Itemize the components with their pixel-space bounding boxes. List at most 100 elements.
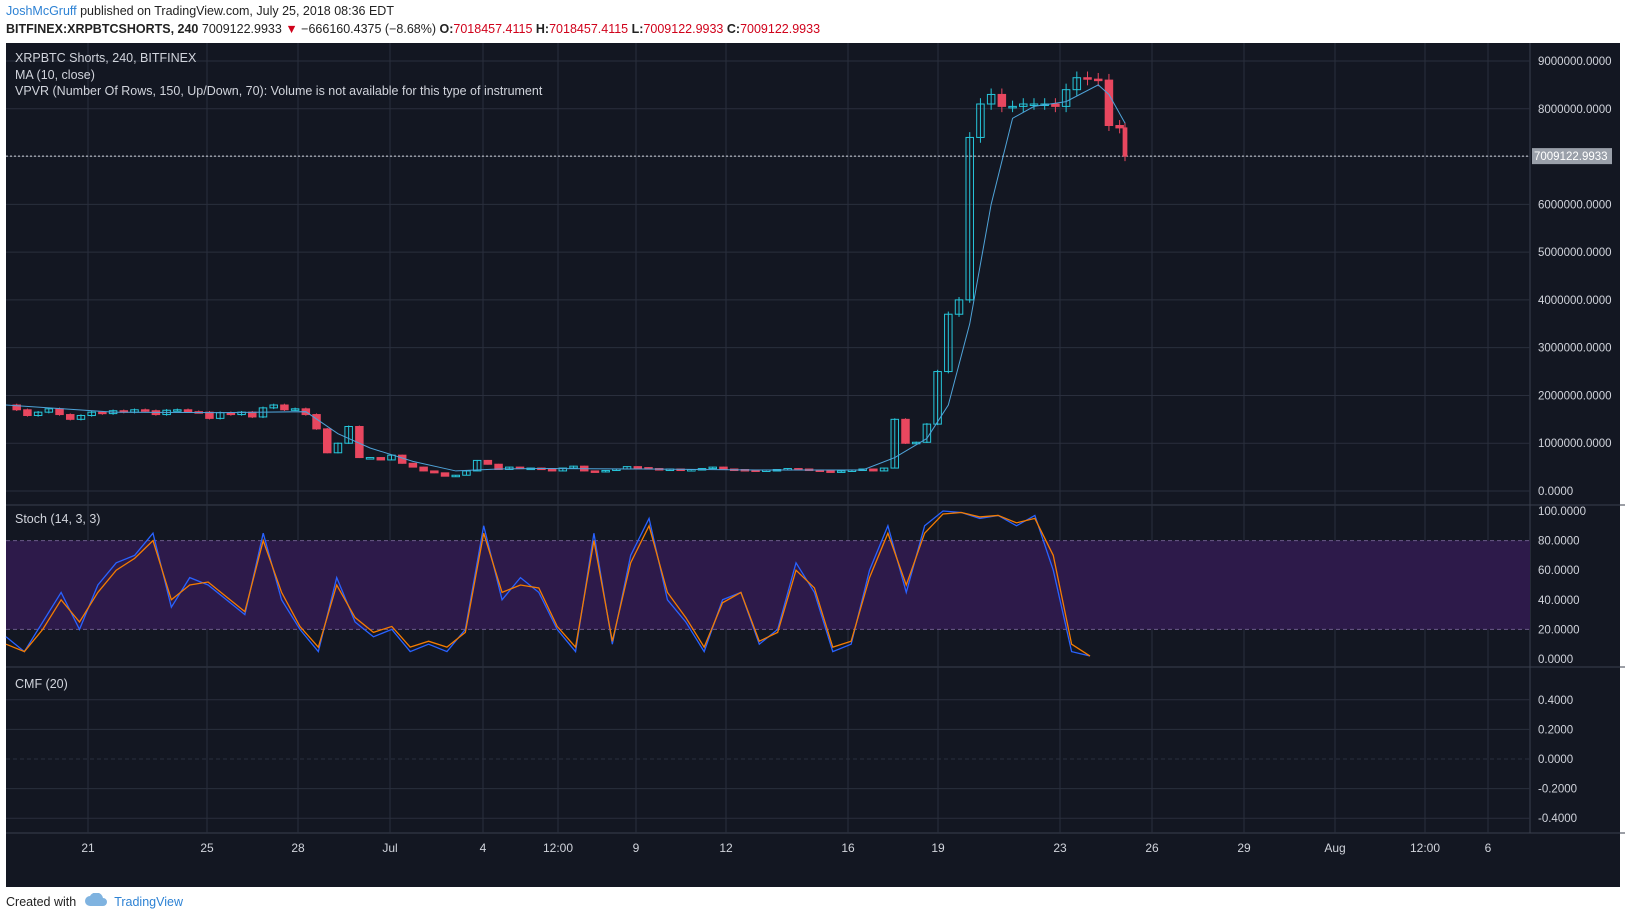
x-tick-label: 12:00 — [1410, 841, 1440, 855]
candle — [376, 457, 386, 461]
candle — [1061, 89, 1071, 107]
candle — [1051, 103, 1060, 107]
candle — [280, 404, 289, 411]
candle — [87, 411, 96, 417]
last-price: 7009122.9933 — [201, 22, 282, 36]
candle — [890, 418, 900, 469]
candle — [590, 470, 600, 473]
chart-canvas[interactable]: 9000000.00008000000.00007000000.00006000… — [0, 41, 1625, 891]
stoch-y-tick-label: 80.0000 — [1538, 536, 1580, 548]
candle — [76, 415, 86, 420]
x-tick-label: 4 — [480, 841, 487, 855]
candle — [483, 459, 493, 465]
x-tick-label: 26 — [1145, 841, 1159, 855]
stoch-label: Stoch (14, 3, 3) — [15, 512, 100, 526]
stoch-y-tick-label: 60.0000 — [1538, 565, 1580, 577]
time-axis[interactable]: 21 25 28 Jul 4 12:00 9 12 16 19 23 26 29 Aug 12:00 6 — [81, 841, 1491, 855]
y-tick-label: 5000000.0000 — [1538, 247, 1612, 259]
candle — [601, 469, 610, 473]
candle — [901, 418, 910, 444]
x-tick-label: Jul — [382, 841, 397, 855]
candle — [1122, 127, 1128, 157]
candle — [976, 103, 985, 138]
y-tick-label: 9000000.0000 — [1538, 56, 1612, 68]
candle — [333, 442, 343, 454]
x-tick-label: 12:00 — [543, 841, 573, 855]
candle — [869, 468, 878, 472]
cmf-pane[interactable] — [6, 699, 1530, 819]
candle — [419, 466, 428, 472]
stoch-k-line — [5, 510, 1091, 657]
footer: Created with TradingView — [6, 892, 183, 910]
candle — [1093, 78, 1103, 82]
candle — [505, 466, 514, 471]
candle — [836, 470, 846, 473]
candle — [944, 313, 953, 373]
candle — [1029, 103, 1039, 106]
x-tick-label: 21 — [81, 841, 95, 855]
candle — [997, 93, 1007, 107]
candle — [933, 371, 942, 425]
x-tick-label: 25 — [200, 841, 214, 855]
candle — [55, 408, 64, 416]
candle — [248, 411, 257, 418]
x-tick-label: 29 — [1237, 841, 1251, 855]
cmf-y-tick-label: -0.2000 — [1538, 784, 1577, 796]
candle — [451, 474, 460, 478]
stoch-y-tick-label: 0.0000 — [1538, 654, 1573, 666]
x-tick-label: 16 — [841, 841, 855, 855]
price-axis[interactable]: 9000000.00008000000.00007000000.00006000… — [1532, 56, 1612, 825]
candle — [1008, 105, 1017, 109]
candle — [322, 428, 332, 454]
price-pane[interactable] — [5, 71, 1128, 478]
stoch-pane[interactable] — [5, 510, 1530, 657]
candle — [965, 136, 974, 301]
y-tick-label: 1000000.0000 — [1538, 438, 1612, 450]
x-tick-label: 19 — [931, 841, 945, 855]
y-tick-label: 3000000.0000 — [1538, 343, 1612, 355]
last-price-badge — [1532, 148, 1612, 165]
publish-header: JoshMcGruff published on TradingView.com… — [6, 4, 394, 18]
x-tick-label: 9 — [633, 841, 640, 855]
x-tick-label: 23 — [1053, 841, 1067, 855]
candle — [1083, 77, 1092, 80]
tradingview-cloud-icon[interactable] — [84, 892, 108, 910]
high-label: H: — [535, 22, 550, 36]
candle — [173, 409, 182, 412]
cmf-y-tick-label: 0.0000 — [1538, 754, 1573, 766]
publish-info: published on TradingView.com, July 25, 2… — [80, 4, 394, 18]
x-tick-label: 28 — [291, 841, 305, 855]
candle — [183, 409, 193, 413]
author-link[interactable]: JoshMcGruff — [6, 4, 77, 18]
x-tick-label: 6 — [1485, 841, 1492, 855]
candle — [954, 299, 964, 315]
candle — [344, 426, 353, 444]
candle — [1072, 77, 1082, 91]
y-tick-label: 6000000.0000 — [1538, 199, 1612, 211]
candle — [12, 404, 21, 411]
candle — [440, 472, 450, 477]
candle — [66, 414, 75, 420]
cmf-label: CMF (20) — [15, 677, 68, 691]
low-label: L: — [631, 22, 644, 36]
candle — [986, 93, 996, 105]
stoch-d-line — [5, 511, 1091, 657]
chart-background — [6, 43, 1620, 887]
cmf-y-tick-label: -0.4000 — [1538, 813, 1577, 825]
stoch-band — [6, 540, 1530, 630]
legend-ma: MA (10, close) — [15, 68, 95, 82]
candle — [1115, 125, 1124, 129]
candle — [365, 457, 375, 460]
candle — [408, 462, 418, 468]
down-arrow-icon: ▼ — [285, 22, 298, 36]
tradingview-link[interactable]: TradingView — [114, 894, 183, 909]
candle — [290, 408, 300, 411]
candle — [23, 409, 32, 417]
candle — [1104, 79, 1114, 126]
open-label: O: — [439, 22, 454, 36]
candle — [558, 467, 568, 472]
candle — [98, 411, 107, 415]
candle — [1019, 103, 1028, 107]
candle — [1040, 103, 1049, 106]
candle — [879, 467, 889, 472]
